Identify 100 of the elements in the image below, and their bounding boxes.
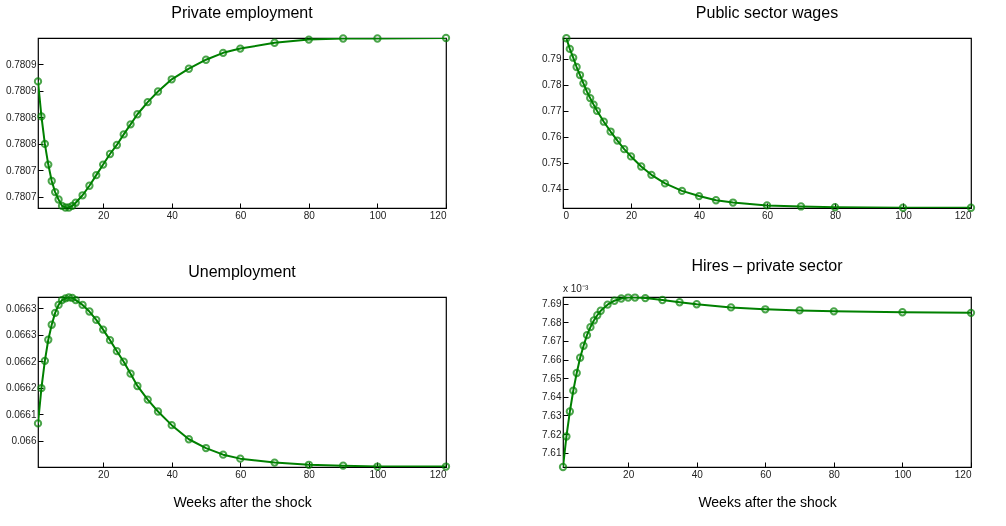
point bbox=[270, 38, 279, 47]
point bbox=[677, 186, 687, 196]
point bbox=[641, 293, 650, 303]
point bbox=[44, 335, 53, 344]
point bbox=[630, 293, 640, 302]
x-tick-label: 60 bbox=[760, 468, 772, 480]
point bbox=[603, 300, 612, 309]
y-tick-label: 0.7809 bbox=[5, 58, 37, 70]
point bbox=[620, 145, 629, 154]
point bbox=[626, 152, 636, 161]
point bbox=[795, 306, 804, 315]
x-tick-label: 40 bbox=[691, 468, 704, 480]
y-tick-label: 0.78 bbox=[542, 79, 562, 91]
point bbox=[796, 202, 806, 211]
point bbox=[569, 386, 578, 395]
point bbox=[133, 110, 142, 119]
x-tick-label: 100 bbox=[895, 209, 913, 221]
point bbox=[572, 62, 581, 72]
point bbox=[98, 160, 108, 169]
point bbox=[829, 307, 839, 316]
point bbox=[675, 298, 684, 307]
point bbox=[711, 196, 721, 205]
x-tick-label: 80 bbox=[303, 468, 316, 480]
point bbox=[610, 296, 619, 305]
y-tick-label: 7.63 bbox=[542, 409, 562, 421]
point bbox=[617, 294, 626, 303]
point bbox=[593, 311, 602, 320]
point bbox=[728, 198, 738, 207]
y-tick-label: 0.79 bbox=[542, 53, 562, 65]
point bbox=[565, 44, 574, 54]
x-tick-label: 20 bbox=[98, 468, 110, 480]
chart-title: Private employment bbox=[171, 3, 314, 21]
point bbox=[78, 300, 87, 310]
point bbox=[201, 55, 211, 64]
point bbox=[50, 308, 60, 318]
x-tick-label: 40 bbox=[166, 209, 179, 221]
x-tick-label: 0 bbox=[563, 209, 570, 221]
y-tick-label: 0.7808 bbox=[5, 111, 37, 123]
point bbox=[92, 315, 101, 325]
x-tick-label: 60 bbox=[761, 209, 774, 221]
point bbox=[184, 64, 194, 73]
point bbox=[586, 323, 595, 332]
point bbox=[579, 341, 588, 350]
x-tick-label: 80 bbox=[303, 209, 316, 221]
point bbox=[660, 179, 670, 188]
point bbox=[218, 450, 228, 459]
point bbox=[562, 432, 571, 441]
point bbox=[37, 112, 46, 121]
point bbox=[143, 395, 152, 404]
x-axis-title: Weeks after the shock bbox=[698, 493, 838, 510]
point bbox=[92, 171, 101, 180]
point bbox=[692, 300, 701, 309]
point bbox=[599, 117, 608, 126]
point bbox=[613, 136, 622, 145]
point bbox=[575, 353, 585, 362]
point bbox=[68, 201, 77, 211]
point bbox=[338, 34, 348, 43]
point bbox=[236, 454, 245, 463]
x-tick-label: 40 bbox=[166, 468, 179, 480]
x-tick-label: 100 bbox=[894, 468, 912, 480]
y-tick-label: 7.61 bbox=[542, 447, 562, 459]
point bbox=[184, 435, 194, 444]
point bbox=[153, 87, 163, 96]
x-tick-label: 20 bbox=[98, 209, 110, 221]
y-tick-label: 7.68 bbox=[542, 316, 562, 328]
x-tick-label: 80 bbox=[829, 209, 842, 221]
y-tick-label: 0.0663 bbox=[5, 302, 37, 314]
point bbox=[236, 44, 245, 53]
point bbox=[143, 97, 152, 107]
point bbox=[98, 325, 108, 334]
chart-title: Public sector wages bbox=[695, 4, 839, 22]
point bbox=[575, 70, 585, 80]
text: x 10⁻³ bbox=[563, 283, 589, 294]
point bbox=[126, 120, 135, 129]
y-tick-label: 0.066 bbox=[11, 435, 37, 447]
x-tick-label: 60 bbox=[235, 468, 247, 480]
point bbox=[304, 35, 314, 44]
point bbox=[623, 293, 633, 302]
point bbox=[761, 305, 770, 314]
point bbox=[694, 191, 704, 201]
y-tick-label: 7.69 bbox=[542, 298, 562, 310]
point bbox=[606, 127, 615, 136]
x-tick-label: 20 bbox=[625, 209, 638, 221]
x-tick-label: 120 bbox=[429, 468, 447, 480]
point bbox=[579, 79, 588, 88]
point bbox=[726, 303, 736, 312]
point bbox=[167, 421, 176, 430]
point bbox=[338, 461, 348, 470]
point bbox=[647, 170, 656, 179]
point bbox=[586, 93, 595, 103]
point bbox=[592, 106, 602, 115]
point bbox=[201, 443, 211, 453]
y-tick-label: 0.77 bbox=[542, 105, 562, 117]
point bbox=[569, 53, 578, 62]
point bbox=[44, 160, 53, 169]
point bbox=[85, 181, 94, 190]
x-tick-label: 120 bbox=[429, 209, 447, 221]
point bbox=[126, 369, 135, 378]
point bbox=[119, 357, 128, 366]
y-tick-label: 0.7808 bbox=[5, 138, 37, 150]
